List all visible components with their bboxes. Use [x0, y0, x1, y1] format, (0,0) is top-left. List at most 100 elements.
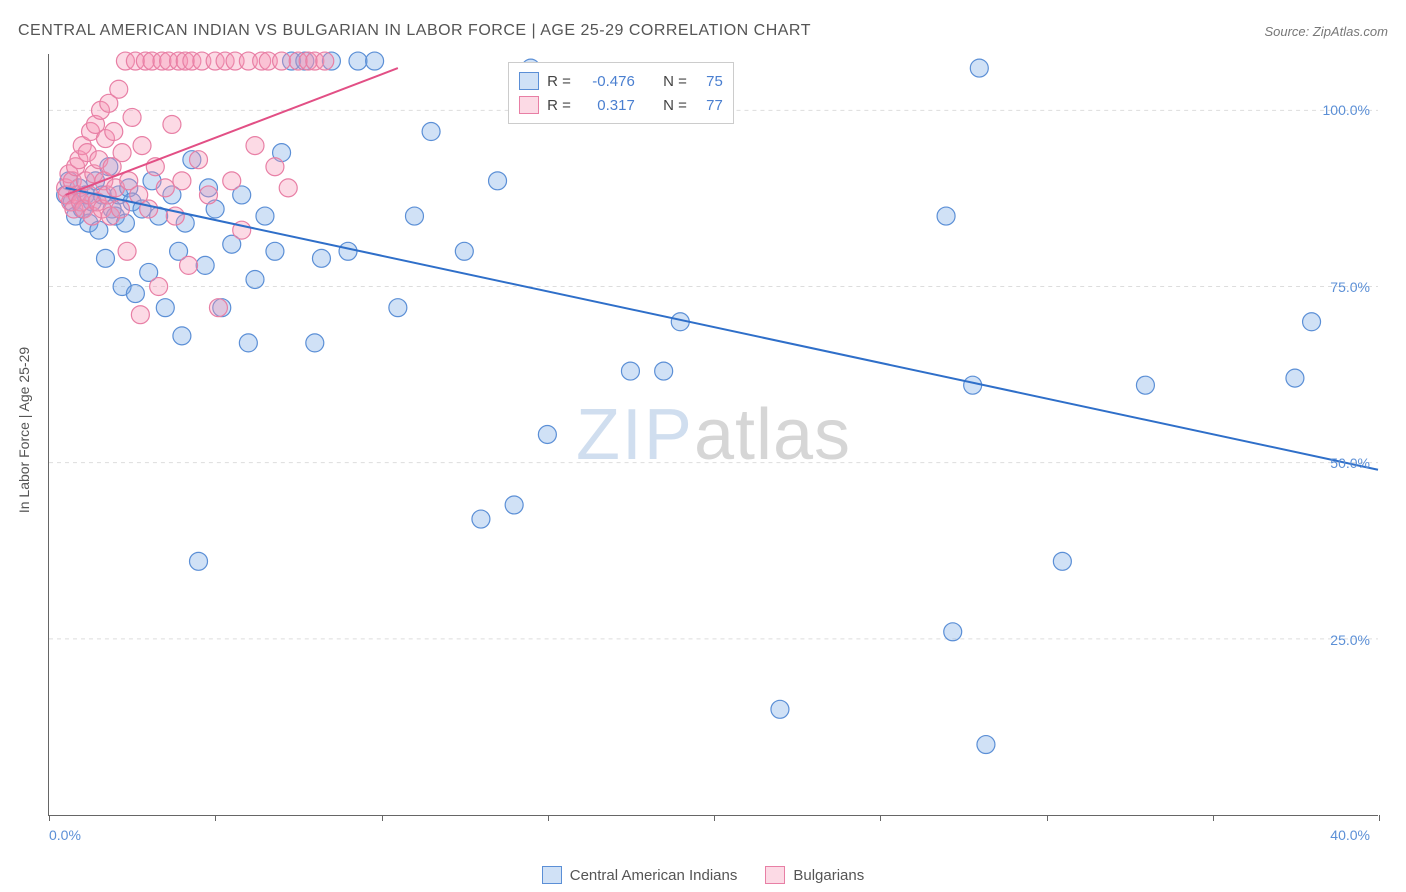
x-tick: [382, 815, 383, 821]
data-point: [312, 249, 330, 267]
x-tick: [1047, 815, 1048, 821]
data-point: [655, 362, 673, 380]
data-point: [349, 52, 367, 70]
chart-title: CENTRAL AMERICAN INDIAN VS BULGARIAN IN …: [18, 22, 811, 40]
series-swatch: [519, 96, 539, 114]
data-point: [223, 172, 241, 190]
data-point: [111, 200, 129, 218]
data-point: [1303, 313, 1321, 331]
data-point: [118, 242, 136, 260]
data-point: [156, 299, 174, 317]
data-point: [1136, 376, 1154, 394]
data-point: [133, 137, 151, 155]
trend-line: [66, 188, 1378, 470]
legend-swatch: [765, 866, 785, 884]
data-point: [266, 158, 284, 176]
x-tick: [714, 815, 715, 821]
x-tick: [548, 815, 549, 821]
header: CENTRAL AMERICAN INDIAN VS BULGARIAN IN …: [18, 18, 1388, 44]
data-point: [246, 137, 264, 155]
stats-row: R = 0.317 N = 77: [519, 93, 723, 117]
legend: Central American Indians Bulgarians: [0, 866, 1406, 884]
stat-r-label: R =: [547, 73, 571, 90]
data-point: [190, 552, 208, 570]
source-attribution: Source: ZipAtlas.com: [1264, 24, 1388, 39]
data-point: [180, 256, 198, 274]
legend-swatch: [542, 866, 562, 884]
data-point: [105, 123, 123, 141]
data-point: [489, 172, 507, 190]
data-point: [173, 172, 191, 190]
data-point: [405, 207, 423, 225]
legend-item: Bulgarians: [765, 866, 864, 884]
stat-r-label: R =: [547, 97, 571, 114]
data-point: [190, 151, 208, 169]
data-point: [140, 200, 158, 218]
data-point: [156, 179, 174, 197]
stat-r-value: -0.476: [579, 73, 635, 90]
data-point: [199, 186, 217, 204]
data-point: [964, 376, 982, 394]
x-tick: [1379, 815, 1380, 821]
data-point: [266, 242, 284, 260]
x-tick: [215, 815, 216, 821]
data-point: [316, 52, 334, 70]
x-tick: [49, 815, 50, 821]
stat-n-value: 77: [695, 97, 723, 114]
data-point: [505, 496, 523, 514]
source-name: ZipAtlas.com: [1313, 24, 1388, 39]
data-point: [389, 299, 407, 317]
data-point: [123, 108, 141, 126]
data-point: [173, 327, 191, 345]
x-tick: [880, 815, 881, 821]
stat-n-value: 75: [695, 73, 723, 90]
y-axis-label: In Labor Force | Age 25-29: [16, 347, 32, 513]
x-tick: [1213, 815, 1214, 821]
data-point: [1286, 369, 1304, 387]
data-point: [771, 700, 789, 718]
data-point: [455, 242, 473, 260]
data-point: [196, 256, 214, 274]
y-tick-label: 25.0%: [1330, 632, 1370, 648]
stat-n-label: N =: [663, 97, 687, 114]
y-tick-label: 100.0%: [1323, 102, 1370, 118]
scatter-svg: [49, 54, 1378, 815]
data-point: [366, 52, 384, 70]
data-point: [96, 249, 114, 267]
data-point: [937, 207, 955, 225]
data-point: [422, 123, 440, 141]
stat-n-label: N =: [663, 73, 687, 90]
data-point: [126, 285, 144, 303]
stats-row: R = -0.476 N = 75: [519, 69, 723, 93]
data-point: [621, 362, 639, 380]
data-point: [256, 207, 274, 225]
y-tick-label: 50.0%: [1330, 455, 1370, 471]
data-point: [977, 736, 995, 754]
data-point: [209, 299, 227, 317]
data-point: [306, 334, 324, 352]
data-point: [538, 426, 556, 444]
data-point: [131, 306, 149, 324]
data-point: [339, 242, 357, 260]
stat-r-value: 0.317: [579, 97, 635, 114]
y-tick-label: 75.0%: [1330, 279, 1370, 295]
data-point: [239, 334, 257, 352]
x-axis-min-label: 0.0%: [49, 827, 81, 843]
source-prefix: Source:: [1264, 24, 1312, 39]
data-point: [279, 179, 297, 197]
data-point: [472, 510, 490, 528]
legend-item: Central American Indians: [542, 866, 738, 884]
legend-label: Bulgarians: [793, 867, 864, 884]
data-point: [944, 623, 962, 641]
data-point: [970, 59, 988, 77]
series-swatch: [519, 72, 539, 90]
legend-label: Central American Indians: [570, 867, 738, 884]
data-point: [110, 80, 128, 98]
correlation-stats-box: R = -0.476 N = 75 R = 0.317 N = 77: [508, 62, 734, 124]
x-axis-max-label: 40.0%: [1330, 827, 1370, 843]
data-point: [246, 270, 264, 288]
data-point: [1053, 552, 1071, 570]
data-point: [113, 144, 131, 162]
data-point: [273, 52, 291, 70]
plot-area: ZIPatlas 25.0%50.0%75.0%100.0% 0.0% 40.0…: [48, 54, 1378, 816]
